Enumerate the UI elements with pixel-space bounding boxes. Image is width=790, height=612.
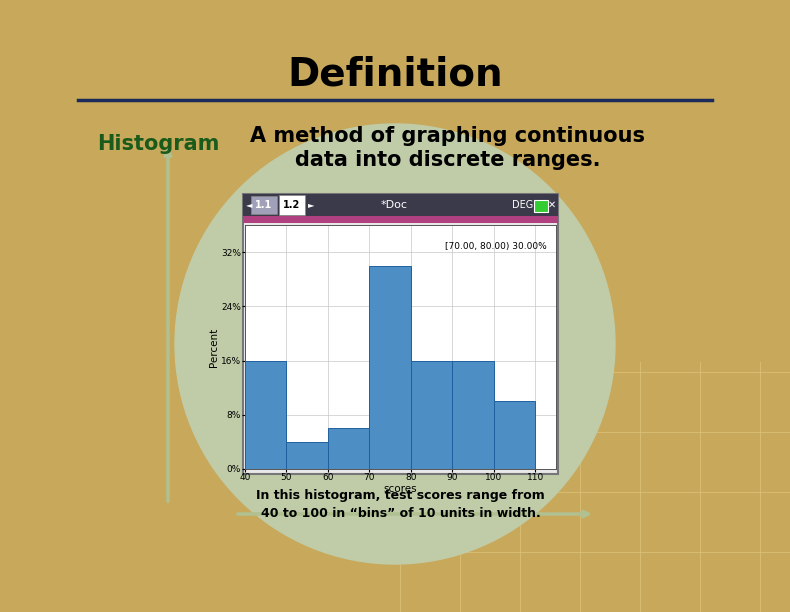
Text: data into discrete ranges.: data into discrete ranges.: [295, 150, 600, 170]
Bar: [494, 401, 536, 469]
Bar: [328, 428, 370, 469]
Text: In this histogram, test scores range from: In this histogram, test scores range fro…: [256, 489, 545, 502]
Text: Histogram: Histogram: [97, 134, 219, 154]
Text: ✕: ✕: [548, 200, 556, 210]
Bar: [287, 442, 328, 469]
Text: [70.00, 80.00) 30.00%: [70.00, 80.00) 30.00%: [445, 242, 547, 251]
Text: *Doc: *Doc: [381, 200, 408, 210]
Bar: [243, 194, 558, 216]
Bar: [411, 360, 453, 469]
Bar: [453, 360, 494, 469]
Bar: [279, 195, 305, 215]
Text: Definition: Definition: [288, 55, 502, 93]
Bar: [251, 196, 277, 214]
Circle shape: [175, 124, 615, 564]
Text: ►: ►: [308, 201, 314, 209]
Bar: [534, 200, 548, 212]
Bar: [243, 194, 558, 474]
Text: DEG: DEG: [513, 200, 533, 210]
Text: 40 to 100 in “bins” of 10 units in width.: 40 to 100 in “bins” of 10 units in width…: [261, 507, 540, 520]
Text: 1.1: 1.1: [255, 200, 273, 210]
Bar: [245, 360, 287, 469]
Bar: [370, 266, 411, 469]
X-axis label: scores: scores: [384, 483, 417, 493]
Bar: [243, 216, 558, 223]
Text: A method of graphing continuous: A method of graphing continuous: [250, 126, 645, 146]
Text: 1.2: 1.2: [284, 200, 301, 210]
Text: ◄: ◄: [246, 201, 253, 209]
Y-axis label: Percent: Percent: [209, 327, 220, 367]
